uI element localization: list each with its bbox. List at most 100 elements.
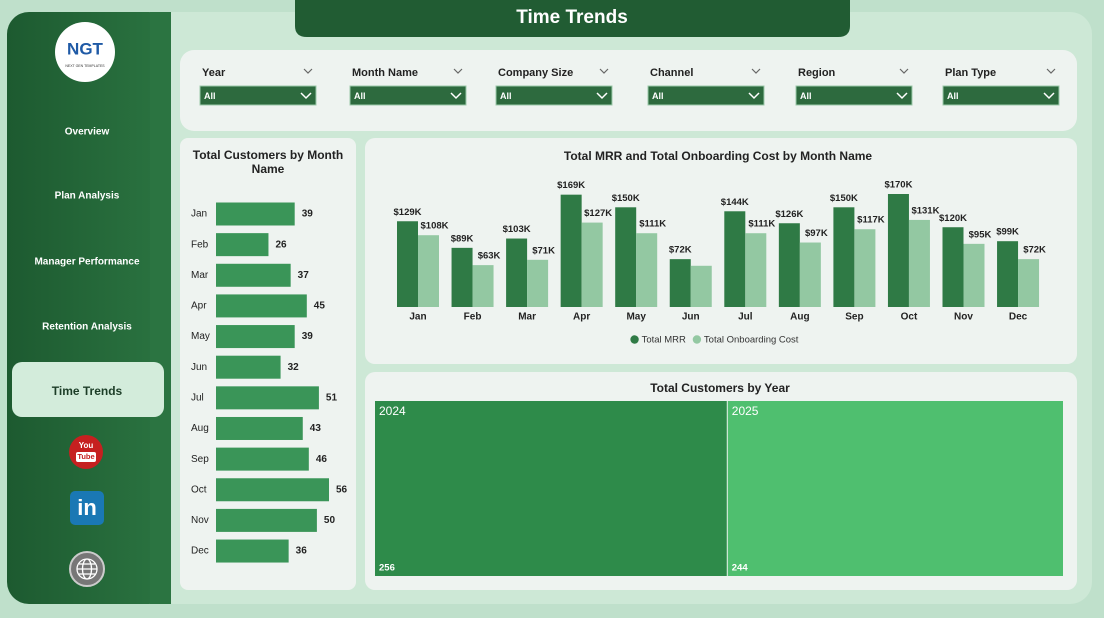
sidebar-edge [150, 12, 171, 604]
data-label: $111K [639, 219, 666, 230]
dropdown-value: All [204, 91, 216, 101]
bar [1018, 259, 1040, 307]
tile-value: 244 [732, 563, 749, 574]
bar [636, 233, 658, 307]
x-tick-label: Feb [464, 312, 482, 323]
x-tick-label: Jul [738, 312, 753, 323]
chart: Jan $129K $108K Feb $89K $63K Mar $103K$71K Apr $… [394, 180, 1047, 346]
bar [216, 294, 307, 318]
chevron [1046, 68, 1056, 74]
data-label: $127K [584, 208, 612, 219]
chevron [300, 92, 312, 100]
x-tick-label: Mar [518, 312, 536, 323]
y-tick-label: Jul [191, 392, 204, 403]
bar [216, 478, 329, 502]
data-label: 36 [296, 546, 308, 557]
data-label: $95K [969, 229, 992, 240]
chevron [453, 68, 463, 74]
data-label: $169K [557, 180, 585, 191]
linkedin-text: in [77, 495, 97, 520]
filter-label: Month Name [352, 67, 418, 79]
chevron [596, 92, 608, 100]
data-label: $131K [911, 205, 939, 216]
chevron [303, 68, 313, 74]
dropdown[interactable] [795, 85, 913, 106]
logo-tagline: NEXT GEN TEMPLATES [65, 64, 105, 68]
nav-item[interactable]: Manager Performance [34, 257, 139, 268]
data-label: $150K [612, 193, 640, 204]
chevron [450, 92, 462, 100]
legend-label: Total Onboarding Cost [704, 335, 799, 346]
y-tick-label: Sep [191, 454, 209, 465]
y-tick-label: Apr [191, 301, 207, 312]
nav-active [12, 362, 164, 417]
filter-label: Channel [650, 67, 693, 79]
bar [216, 202, 295, 226]
x-tick-label: Aug [790, 312, 809, 323]
y-tick-label: Mar [191, 270, 209, 281]
dropdown-value: All [500, 91, 512, 101]
bar [451, 247, 473, 307]
y-tick-label: Nov [191, 515, 209, 526]
tile-label: 2024 [379, 404, 406, 418]
nav-item[interactable]: Time Trends [52, 384, 123, 398]
dropdown[interactable] [199, 85, 317, 106]
data-label: $144K [721, 197, 749, 208]
data-label: $103K [503, 224, 531, 235]
logo-text: NGT [67, 39, 104, 58]
y-tick-label: Aug [191, 423, 209, 434]
bar [216, 539, 289, 563]
bar [887, 194, 909, 307]
legend-marker [630, 335, 639, 344]
chart: 2024 256 2025 244 [375, 401, 1063, 576]
data-label: 32 [288, 362, 300, 373]
bar [581, 222, 603, 307]
chart-title: Total MRR and Total Onboarding Cost by M… [564, 149, 873, 163]
bar [799, 242, 821, 307]
data-label: $99K [996, 227, 1019, 238]
data-label: 50 [324, 515, 336, 526]
filter-label: Plan Type [945, 67, 996, 79]
bar [942, 227, 964, 307]
dropdown[interactable] [495, 85, 613, 106]
filter-label: Region [798, 67, 836, 79]
data-label: 51 [326, 392, 338, 403]
bar [216, 386, 319, 410]
bar [397, 221, 418, 307]
data-label: $129K [394, 207, 422, 218]
data-label: 39 [302, 331, 314, 342]
dropdown[interactable] [942, 85, 1060, 106]
linkedin-icon[interactable] [70, 491, 104, 525]
bar [216, 355, 281, 379]
y-tick-label: Jan [191, 209, 207, 220]
data-label: $97K [805, 228, 828, 239]
dropdown[interactable] [349, 85, 467, 106]
bar [724, 211, 746, 307]
nav-item[interactable]: Retention Analysis [42, 322, 132, 333]
nav: Overview Plan Analysis Manager Performance… [12, 127, 164, 417]
bar [997, 241, 1019, 307]
globe [76, 558, 98, 580]
filter-label: Year [202, 67, 226, 79]
bar [963, 243, 985, 307]
nav-item[interactable]: Overview [65, 127, 110, 138]
bar [833, 207, 855, 307]
x-tick-label: Dec [1009, 312, 1028, 323]
data-label: 46 [316, 454, 328, 465]
dropdown[interactable] [647, 85, 765, 106]
data-label: 45 [314, 301, 326, 312]
chevron [899, 68, 909, 74]
chart: Jan 39 Feb 26 Mar 37 Apr 45 May 39 Jun 32 Jul 51 Aug 43… [191, 202, 348, 563]
data-label: $71K [532, 245, 555, 256]
chevron [751, 68, 761, 74]
page-title: Time Trends [516, 7, 628, 28]
bar [506, 238, 528, 307]
nav-item[interactable]: Plan Analysis [55, 191, 120, 202]
data-label: $170K [884, 180, 912, 191]
treemap-tile [375, 401, 727, 576]
y-tick-label: Oct [191, 484, 207, 495]
bar [216, 263, 291, 287]
bar [560, 194, 582, 307]
